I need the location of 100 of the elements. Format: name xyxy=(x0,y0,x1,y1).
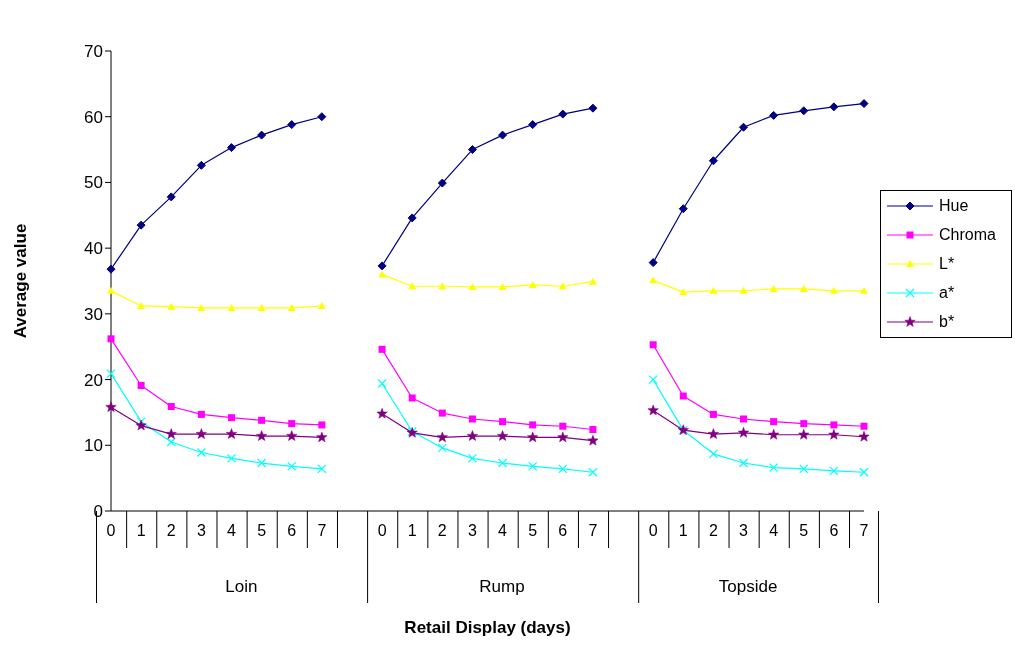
point xyxy=(227,414,235,422)
point xyxy=(707,428,719,439)
point xyxy=(467,145,477,155)
point xyxy=(166,192,176,202)
point xyxy=(378,345,386,353)
point xyxy=(437,443,447,453)
legend-label: b* xyxy=(939,312,955,331)
legend-label: a* xyxy=(939,283,955,302)
point xyxy=(258,416,266,424)
point xyxy=(828,429,840,440)
point xyxy=(195,428,207,439)
point xyxy=(167,403,175,411)
point xyxy=(830,421,838,429)
x-tick-label: 3 xyxy=(467,522,477,539)
point xyxy=(287,303,296,311)
y-tick-label: 60 xyxy=(84,107,103,127)
point xyxy=(257,458,267,468)
point xyxy=(438,409,446,417)
point xyxy=(528,120,538,130)
point xyxy=(738,458,749,468)
point xyxy=(529,421,537,429)
point xyxy=(799,106,809,116)
point xyxy=(679,288,688,296)
x-tick-label: 6 xyxy=(829,522,839,539)
point xyxy=(738,427,749,438)
x-tick-label: 7 xyxy=(588,522,598,539)
text: Rump xyxy=(478,577,526,597)
legend-label: Chroma xyxy=(939,225,996,244)
point xyxy=(558,464,568,474)
point xyxy=(499,418,507,426)
point xyxy=(859,467,869,477)
point xyxy=(257,130,267,140)
point xyxy=(287,120,297,130)
point xyxy=(377,378,387,389)
point xyxy=(257,303,266,311)
point xyxy=(286,430,298,441)
point xyxy=(588,467,598,477)
y-tick-label: 70 xyxy=(84,42,103,62)
point xyxy=(769,284,778,292)
point xyxy=(648,374,658,385)
point xyxy=(438,282,447,290)
x-tick-label: 3 xyxy=(739,522,749,539)
point xyxy=(860,286,868,294)
point xyxy=(197,410,205,418)
point xyxy=(196,160,206,170)
point xyxy=(799,464,809,474)
point xyxy=(559,422,567,430)
y-tick-label: 30 xyxy=(84,304,103,324)
legend-label: L* xyxy=(939,254,955,273)
legend-label: Hue xyxy=(939,196,969,215)
point xyxy=(739,122,749,132)
x-tick-label: 1 xyxy=(136,522,146,539)
x-tick-label: 6 xyxy=(287,522,297,539)
x-tick-label: 5 xyxy=(528,522,538,539)
point xyxy=(196,447,206,458)
point xyxy=(468,282,477,290)
point xyxy=(829,102,839,112)
point xyxy=(739,286,748,294)
x-tick-label: 0 xyxy=(106,522,116,539)
point xyxy=(708,449,718,459)
x-tick-label: 7 xyxy=(317,522,327,539)
x-axis-title: Retail Display (days) xyxy=(403,618,572,638)
point xyxy=(558,282,567,290)
point xyxy=(316,431,328,443)
point xyxy=(107,335,115,343)
point xyxy=(770,418,778,426)
point xyxy=(437,178,447,188)
point xyxy=(468,415,476,423)
y-tick-label: 10 xyxy=(84,436,103,456)
x-tick-label: 1 xyxy=(678,522,688,539)
point xyxy=(105,401,117,412)
point xyxy=(376,407,388,419)
point xyxy=(678,204,688,214)
point xyxy=(197,303,206,311)
point xyxy=(407,213,417,223)
point xyxy=(709,286,718,294)
x-tick-label: 4 xyxy=(769,522,779,539)
point xyxy=(528,461,538,471)
point xyxy=(106,369,116,379)
point xyxy=(227,303,236,311)
point xyxy=(256,430,268,441)
point xyxy=(436,431,448,443)
point xyxy=(858,430,870,442)
point xyxy=(136,220,146,230)
x-tick-label: 4 xyxy=(227,522,237,539)
point xyxy=(288,420,296,428)
text: Topside xyxy=(717,577,779,597)
x-tick-label: 2 xyxy=(708,522,718,539)
point xyxy=(106,264,116,274)
point xyxy=(708,156,718,166)
point xyxy=(107,286,115,294)
point xyxy=(769,110,779,120)
point xyxy=(287,461,297,471)
point xyxy=(528,280,537,288)
point xyxy=(709,410,717,418)
point xyxy=(226,428,237,439)
point xyxy=(317,112,327,122)
point xyxy=(377,261,387,271)
y-tick-label: 20 xyxy=(84,370,103,390)
point xyxy=(648,258,658,268)
